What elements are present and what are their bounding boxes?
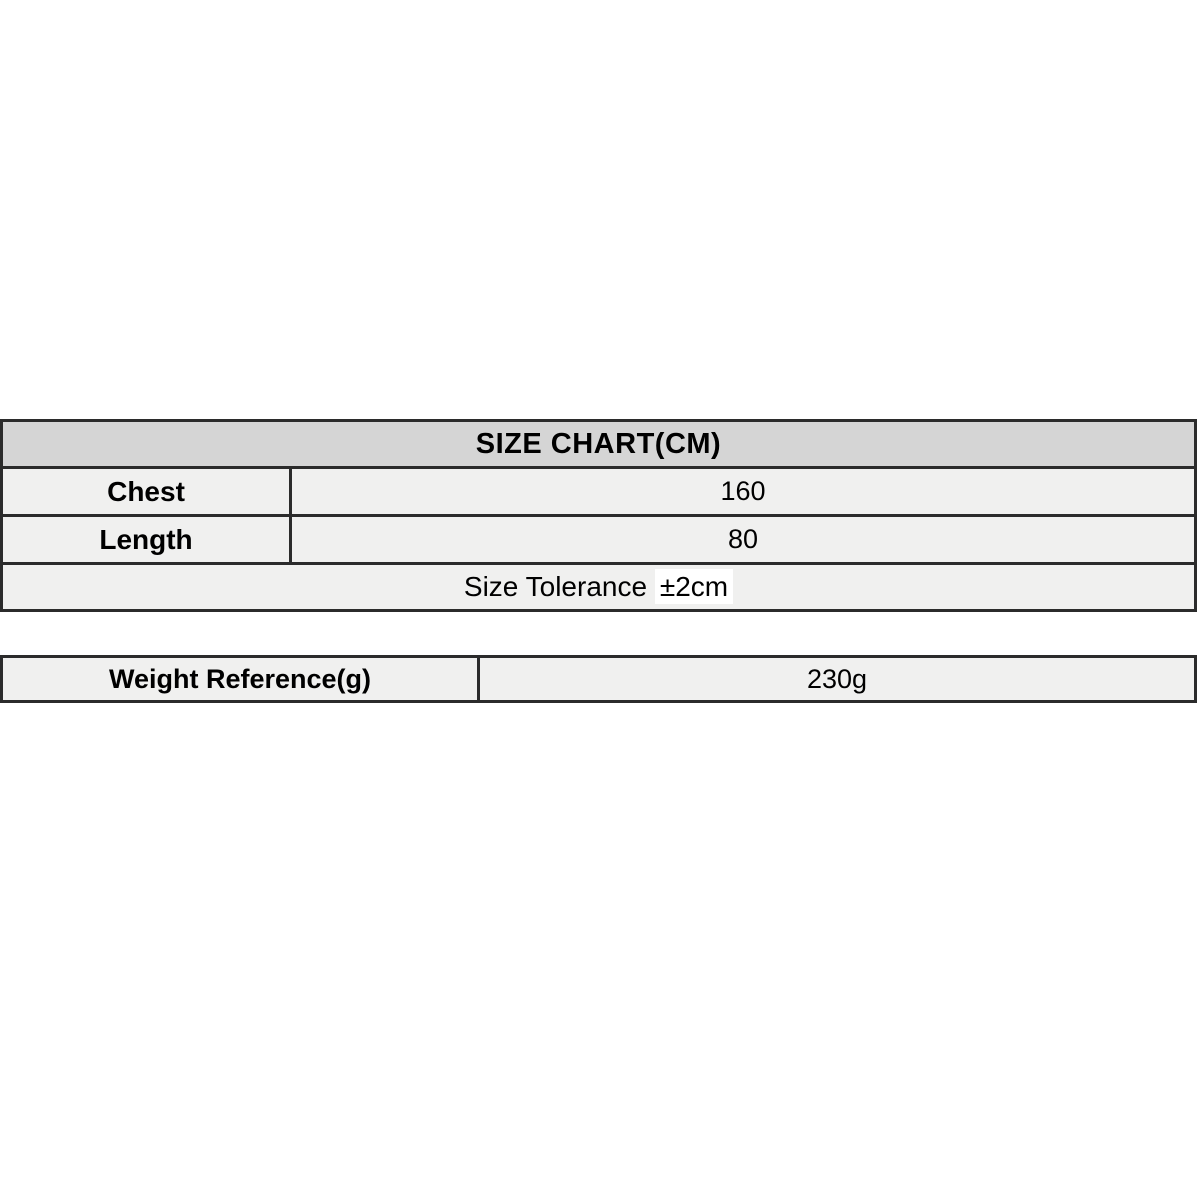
- weight-label: Weight Reference(g): [0, 655, 480, 703]
- chest-value: 160: [289, 466, 1197, 517]
- table-row-weight: Weight Reference(g) 230g: [0, 655, 1197, 703]
- size-chart-header-row: SIZE CHART(CM): [0, 419, 1197, 469]
- length-value: 80: [289, 514, 1197, 565]
- tolerance-text: Size Tolerance: [463, 571, 648, 602]
- table-row-length: Length 80: [0, 514, 1197, 565]
- table-row-tolerance: Size Tolerance ±2cm: [0, 562, 1197, 612]
- size-chart-title: SIZE CHART(CM): [0, 419, 1197, 469]
- weight-reference-table: Weight Reference(g) 230g: [0, 655, 1197, 703]
- chest-label: Chest: [0, 466, 292, 517]
- length-label: Length: [0, 514, 292, 565]
- table-row-chest: Chest 160: [0, 466, 1197, 517]
- tolerance-value: ±2cm: [654, 569, 734, 604]
- weight-value: 230g: [477, 655, 1197, 703]
- size-chart-table: SIZE CHART(CM) Chest 160 Length 80 Size …: [0, 419, 1197, 612]
- tolerance-cell: Size Tolerance ±2cm: [0, 562, 1197, 612]
